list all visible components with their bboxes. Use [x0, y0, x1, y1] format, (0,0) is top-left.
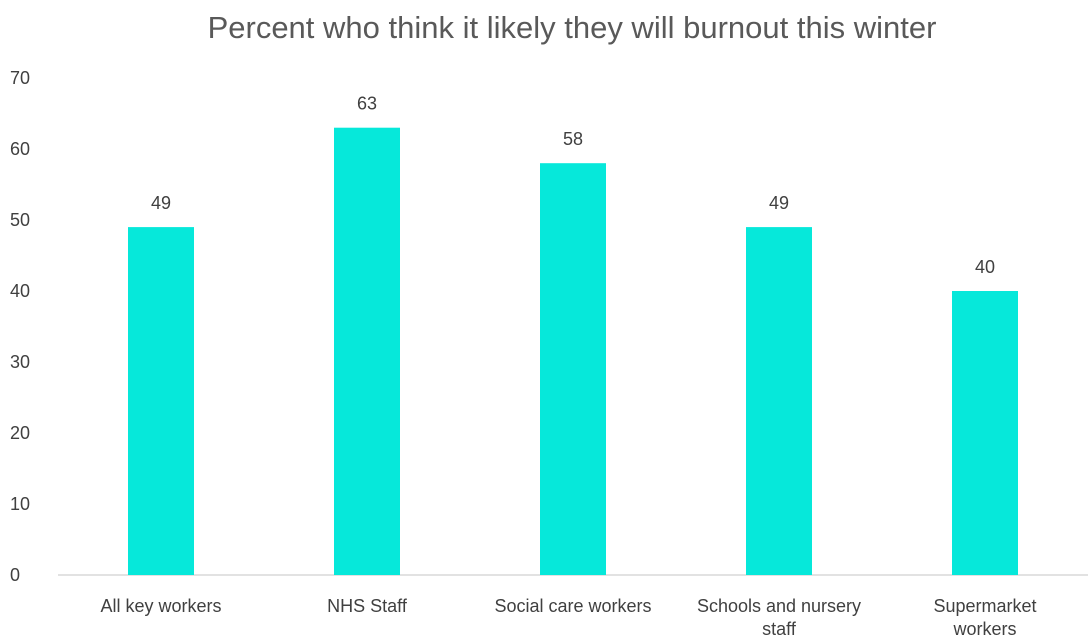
bar [334, 127, 400, 575]
bar [746, 227, 812, 575]
y-tick-label: 40 [10, 281, 30, 301]
x-category-label: All key workers [100, 596, 221, 616]
x-category-label: Schools and nursery staff [697, 596, 861, 639]
data-label: 40 [975, 257, 995, 277]
data-label: 58 [563, 129, 583, 149]
bar [128, 227, 194, 575]
y-tick-label: 10 [10, 494, 30, 514]
y-axis: 0 10 20 30 40 50 60 70 [10, 68, 30, 585]
bar [540, 163, 606, 575]
data-labels: 49 63 58 49 40 [151, 94, 995, 277]
x-category-label: NHS Staff [327, 596, 408, 616]
data-label: 49 [769, 193, 789, 213]
y-tick-label: 70 [10, 68, 30, 88]
chart-title: Percent who think it likely they will bu… [208, 10, 937, 45]
data-label: 49 [151, 193, 171, 213]
y-tick-label: 0 [10, 565, 20, 585]
x-category-label: Supermarket workers [933, 596, 1036, 639]
y-tick-label: 60 [10, 139, 30, 159]
data-label: 63 [357, 94, 377, 114]
x-category-label: Social care workers [494, 596, 651, 616]
y-tick-label: 30 [10, 352, 30, 372]
y-tick-label: 50 [10, 210, 30, 230]
bar [952, 291, 1018, 575]
y-tick-label: 20 [10, 423, 30, 443]
bars [128, 127, 1018, 575]
x-axis: All key workers NHS Staff Social care work… [100, 596, 1036, 639]
